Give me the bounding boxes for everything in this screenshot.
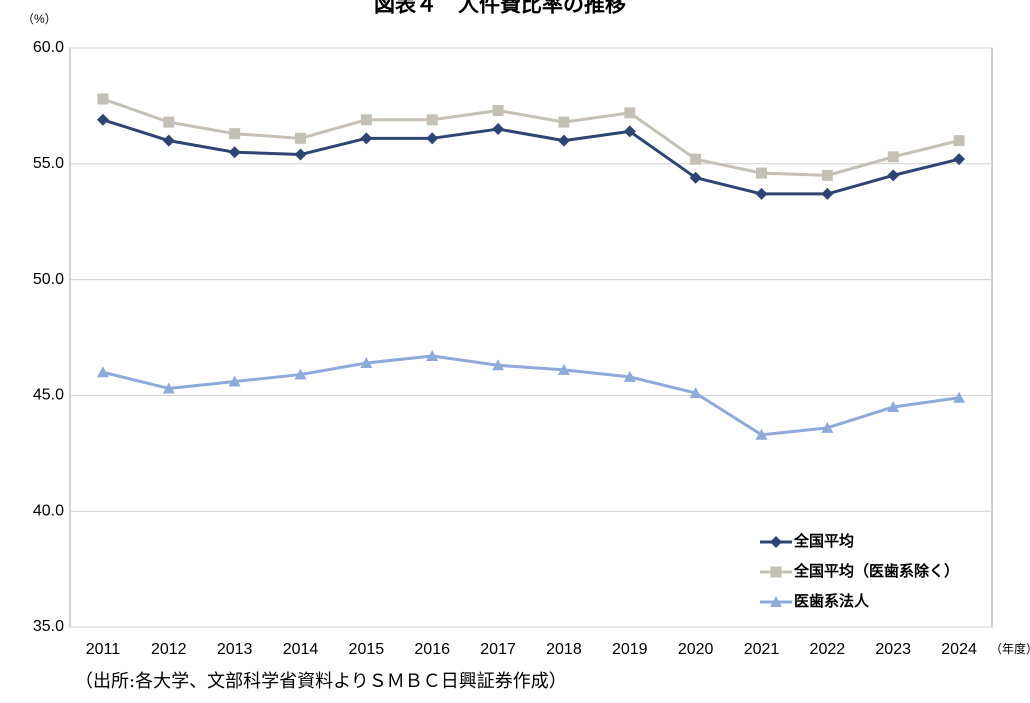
x-tick-label: 2012 (151, 641, 187, 658)
y-tick-label: 55.0 (33, 155, 64, 172)
series-marker (360, 114, 372, 126)
series-marker (426, 114, 438, 126)
series-marker (755, 187, 768, 200)
y-tick-label: 50.0 (33, 271, 64, 288)
legend-label: 医歯系法人 (794, 592, 870, 610)
x-tick-label: 2014 (283, 641, 319, 658)
series-marker (426, 350, 439, 362)
series-marker (492, 359, 505, 371)
series-marker (360, 356, 373, 368)
series-marker (887, 400, 900, 412)
series-marker (96, 366, 109, 378)
legend-marker (770, 536, 782, 548)
series-marker (228, 375, 241, 387)
series-line (102, 97, 960, 177)
series-marker (557, 134, 570, 147)
x-tick-label: 2024 (941, 641, 977, 658)
x-tick-label: 2021 (744, 641, 780, 658)
series-marker (162, 382, 175, 394)
legend-label: 全国平均（医歯系除く） (793, 562, 959, 580)
legend-marker (770, 566, 782, 578)
series-marker (689, 387, 702, 399)
series-marker (492, 123, 505, 136)
series-marker (295, 132, 306, 144)
series-marker (229, 128, 241, 140)
x-tick-label: 2015 (349, 641, 385, 658)
chart-title: 図表４ 人件費比率の推移 (374, 0, 626, 17)
series-marker (294, 148, 307, 161)
series-marker (294, 368, 307, 380)
series-marker (689, 171, 702, 184)
series-marker (623, 370, 636, 382)
series-marker (755, 428, 768, 440)
series-marker (557, 363, 570, 375)
series-line (102, 354, 960, 437)
series-marker (623, 125, 636, 138)
series-marker (492, 105, 504, 117)
series-marker (96, 113, 109, 126)
series-marker (690, 153, 702, 165)
series-marker (821, 169, 833, 181)
series-marker (558, 116, 570, 128)
series-marker (887, 169, 900, 182)
series-marker (953, 135, 965, 147)
series-marker (360, 132, 373, 145)
legend-marker (770, 596, 782, 607)
x-tick-label: 2019 (612, 641, 648, 658)
series-marker (953, 153, 966, 166)
x-tick-label: 2018 (546, 641, 582, 658)
y-tick-label: 40.0 (33, 502, 64, 519)
series-marker (228, 146, 241, 159)
series-marker (821, 187, 834, 200)
x-tick-label: 2020 (678, 641, 714, 658)
y-tick-label: 35.0 (33, 618, 64, 635)
series-line (102, 118, 960, 196)
x-tick-label: 2022 (810, 641, 846, 658)
x-tick-label: 2017 (480, 641, 516, 658)
x-tick-label: 2023 (875, 641, 911, 658)
series-marker (426, 132, 439, 145)
source-note: （出所:各大学、文部科学省資料よりＳＭＢＣ日興証券作成） (75, 671, 567, 692)
series-marker (163, 116, 175, 128)
series-marker (162, 134, 175, 147)
legend-label: 全国平均 (793, 532, 854, 550)
series-marker (821, 421, 834, 433)
y-tick-label: 45.0 (33, 387, 64, 404)
series-marker (756, 167, 767, 179)
y-unit: （%） (22, 12, 57, 26)
x-tick-label: 2016 (414, 641, 450, 658)
series-marker (887, 151, 899, 163)
series-marker (97, 93, 109, 105)
x-tick-label: 2013 (217, 641, 253, 658)
x-tick-label: 2011 (86, 641, 121, 658)
series-marker (624, 107, 636, 119)
series-marker (953, 391, 966, 403)
y-tick-label: 60.0 (33, 39, 64, 56)
x-unit: （年度） (990, 641, 1030, 656)
